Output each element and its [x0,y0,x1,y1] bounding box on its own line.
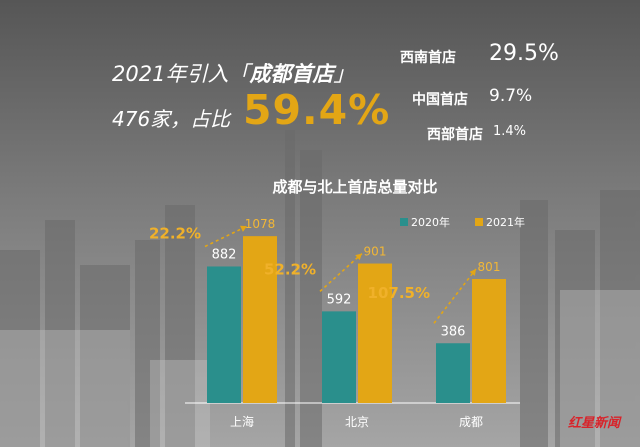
data-label: 901 [364,245,387,259]
stat-value: 1.4% [493,124,527,139]
stat-value: 29.5% [489,41,559,66]
growth-arrow [319,252,363,292]
category-label: 成都 [459,415,483,429]
bar [207,266,241,403]
growth-arrowhead [469,269,476,276]
data-label: 1078 [245,217,276,231]
data-label: 386 [441,324,466,339]
growth-arrowhead [355,253,362,261]
growth-arrow [433,268,477,324]
stat-china: 中国首店 9.7% [412,86,532,109]
category-label: 北京 [345,415,369,429]
stat-label: 中国首店 [412,92,468,108]
legend-label: 2021年 [486,215,525,229]
bar [472,279,506,403]
headline-line2: 476家，占比 [112,107,231,131]
data-label: 801 [478,260,501,274]
chart-title: 成都与北上首店总量对比 [272,178,438,196]
stat-label: 西南首店 [400,50,456,66]
headline-line1: 2021年引入「成都首店」 [112,62,355,86]
legend-swatch [400,218,408,226]
growth-arrow [204,225,248,248]
headline-big-percent: 59.4% [243,86,391,134]
stat-southwest: 西南首店 29.5% [400,41,559,67]
bar [436,343,470,403]
category-label: 上海 [230,414,254,429]
watermark-logo: 红星新闻 [568,416,621,431]
data-label: 882 [212,247,237,262]
stat-west: 西部首店 1.4% [427,124,526,144]
bar [243,236,277,403]
bar [322,311,356,403]
stat-label: 西部首店 [427,127,483,143]
growth-label: 107.5% [368,284,430,302]
data-label: 592 [327,292,352,307]
growth-arrowhead [240,225,247,232]
legend-swatch [475,218,483,226]
growth-label: 52.2% [264,260,316,278]
bar [358,263,392,403]
legend-label: 2020年 [411,215,450,229]
stat-value: 9.7% [489,86,533,106]
headline-highlight: 成都首店 [249,62,334,86]
growth-label: 22.2% [149,224,201,242]
